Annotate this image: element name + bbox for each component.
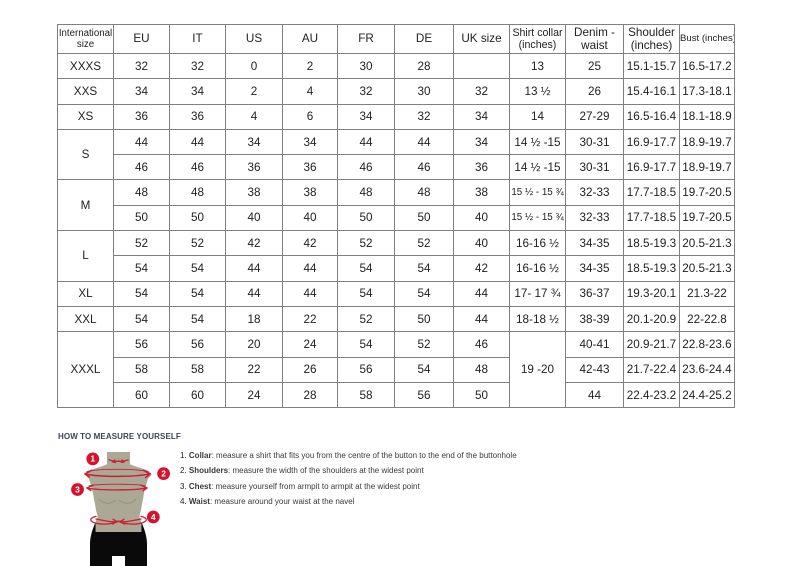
svg-text:1: 1 xyxy=(90,454,95,464)
svg-text:4: 4 xyxy=(151,512,156,522)
svg-text:3: 3 xyxy=(75,484,80,494)
svg-text:2: 2 xyxy=(161,468,166,478)
